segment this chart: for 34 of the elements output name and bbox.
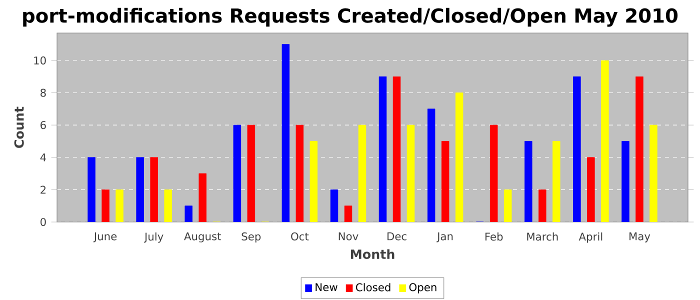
- x-tick-label: May: [629, 232, 650, 242]
- bar: [406, 124, 415, 222]
- bar: [310, 141, 318, 222]
- bar: [504, 189, 512, 222]
- y-tick-label: 10: [34, 56, 46, 64]
- x-tick-label: Jan: [436, 232, 453, 242]
- x-tick-label: March: [527, 232, 558, 241]
- y-tick-label: 0: [40, 218, 46, 226]
- x-tick-label: Nov: [338, 232, 358, 240]
- legend-label: Open: [409, 283, 436, 294]
- bar: [455, 92, 464, 222]
- x-tick-label: Feb: [485, 232, 503, 241]
- y-axis-title: Count: [14, 106, 24, 148]
- y-tick-label: 2: [40, 186, 46, 194]
- bar: [116, 189, 124, 222]
- x-axis-title: Month: [350, 249, 394, 260]
- x-tick-label: June: [93, 232, 117, 242]
- bar: [164, 189, 172, 222]
- legend-label: Closed: [356, 283, 390, 292]
- chart-title: port-modifications Requests Created/Closed/Open May 2010: [23, 8, 678, 27]
- y-tick-label: 8: [40, 88, 46, 97]
- bar: [601, 60, 609, 222]
- legend-label: New: [316, 283, 338, 292]
- x-tick-label: Oct: [291, 232, 309, 240]
- x-tick-label: July: [144, 232, 164, 243]
- bar: [552, 141, 560, 222]
- y-tick-label: 4: [40, 153, 46, 162]
- x-tick-label: Dec: [387, 232, 406, 240]
- bar: [358, 124, 366, 222]
- x-tick-label: August: [184, 232, 222, 242]
- x-tick-label: April: [578, 232, 602, 243]
- x-tick-label: Sep: [242, 232, 261, 243]
- y-tick-label: 6: [40, 121, 46, 130]
- bar: [650, 124, 658, 222]
